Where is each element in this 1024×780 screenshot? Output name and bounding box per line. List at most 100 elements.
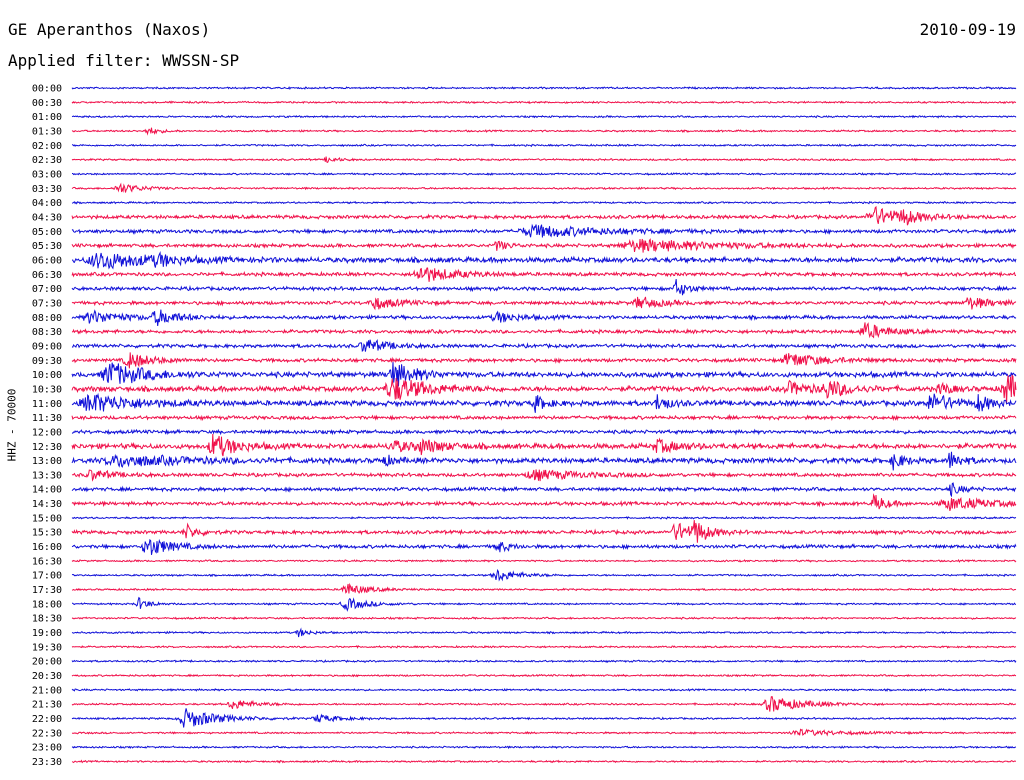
- seismic-trace: [71, 469, 1017, 482]
- seismic-trace: [71, 392, 1017, 413]
- seismic-trace: [71, 627, 1017, 638]
- time-tick-label: 03:30: [32, 184, 62, 195]
- seismic-trace: [71, 156, 1016, 164]
- seismic-trace: [71, 114, 1017, 119]
- seismic-trace: [71, 267, 1016, 282]
- time-tick-label: 13:00: [32, 456, 62, 467]
- seismic-trace: [71, 745, 1017, 750]
- time-tick-label: 07:30: [32, 298, 62, 309]
- time-tick-label: 21:00: [32, 685, 62, 696]
- time-tick-label: 22:00: [32, 714, 62, 725]
- seismic-trace: [71, 279, 1017, 296]
- seismic-trace: [71, 695, 1016, 712]
- time-tick-label: 17:30: [32, 585, 62, 596]
- time-tick-label: 05:30: [32, 241, 62, 252]
- time-tick-label: 02:30: [32, 155, 62, 166]
- seismic-trace: [71, 86, 1017, 90]
- time-tick-label: 03:00: [32, 169, 62, 180]
- seismic-trace: [71, 687, 1017, 692]
- time-tick-label: 01:30: [32, 126, 62, 137]
- time-tick-label: 06:30: [32, 270, 62, 281]
- time-tick-label: 14:30: [32, 499, 62, 510]
- seismic-trace: [71, 250, 1017, 270]
- seismic-trace: [71, 616, 1017, 621]
- time-tick-label: 22:30: [32, 728, 62, 739]
- time-tick-label: 15:00: [32, 513, 62, 524]
- seismic-trace: [71, 538, 1017, 555]
- seismic-trace: [71, 582, 1017, 595]
- seismic-trace: [71, 708, 1017, 728]
- seismic-trace: [71, 759, 1017, 764]
- time-tick-label: 19:30: [32, 642, 62, 653]
- time-tick-label: 17:00: [32, 571, 62, 582]
- time-tick-label: 10:30: [32, 384, 62, 395]
- time-tick-label: 18:00: [32, 599, 62, 610]
- seismic-trace: [71, 451, 1017, 471]
- time-tick-label: 08:00: [32, 313, 62, 324]
- time-tick-label: 11:00: [32, 399, 62, 410]
- seismic-trace: [72, 596, 1017, 612]
- seismic-trace: [71, 238, 1017, 253]
- time-tick-label: 10:00: [32, 370, 62, 381]
- time-tick-label: 05:00: [32, 227, 62, 238]
- seismic-trace: [71, 322, 1017, 339]
- seismic-trace: [71, 352, 1017, 369]
- seismic-trace: [71, 309, 1017, 326]
- seismic-trace: [71, 493, 1017, 512]
- time-tick-label: 23:00: [32, 743, 62, 754]
- time-tick-label: 12:00: [32, 427, 62, 438]
- time-tick-label: 12:30: [32, 442, 62, 453]
- seismic-trace: [71, 413, 1017, 422]
- time-tick-label: 01:00: [32, 112, 62, 123]
- time-tick-label: 16:30: [32, 556, 62, 567]
- time-tick-label: 19:00: [32, 628, 62, 639]
- seismic-trace: [71, 205, 1017, 226]
- seismic-trace: [71, 728, 1017, 737]
- time-tick-label: 16:00: [32, 542, 62, 553]
- time-tick-label: 00:00: [32, 84, 62, 95]
- seismic-trace: [71, 428, 1017, 436]
- time-tick-label: 09:00: [32, 341, 62, 352]
- time-tick-label: 04:00: [32, 198, 62, 209]
- time-tick-label: 21:30: [32, 700, 62, 711]
- seismic-trace: [71, 296, 1017, 311]
- time-tick-label: 06:00: [32, 255, 62, 266]
- seismic-trace: [71, 127, 1017, 136]
- time-tick-label: 13:30: [32, 470, 62, 481]
- time-tick-label: 11:30: [32, 413, 62, 424]
- seismic-trace: [71, 644, 1017, 649]
- seismic-trace: [71, 200, 1017, 205]
- seismic-trace: [71, 374, 1017, 404]
- time-tick-label: 07:00: [32, 284, 62, 295]
- time-tick-label: 15:30: [32, 528, 62, 539]
- seismic-trace: [71, 223, 1017, 238]
- time-tick-label: 18:30: [32, 614, 62, 625]
- time-tick-label: 09:30: [32, 356, 62, 367]
- seismic-trace: [71, 520, 1017, 543]
- seismic-trace: [71, 568, 1017, 582]
- time-tick-label: 02:00: [32, 141, 62, 152]
- date-label: 2010-09-19: [919, 20, 1016, 39]
- time-tick-label: 00:30: [32, 98, 62, 109]
- seismic-trace: [71, 433, 1017, 457]
- filter-label: Applied filter: WWSSN-SP: [8, 51, 240, 70]
- seismic-trace: [72, 143, 1017, 148]
- station-title: GE Aperanthos (Naxos): [8, 20, 211, 39]
- time-tick-label: 04:30: [32, 212, 62, 223]
- seismic-trace: [71, 362, 1017, 387]
- time-tick-label: 23:30: [32, 757, 62, 768]
- time-tick-label: 20:00: [32, 657, 62, 668]
- seismic-trace: [71, 482, 1017, 498]
- time-tick-label: 20:30: [32, 671, 62, 682]
- seismic-trace: [71, 659, 1017, 664]
- seismic-trace: [71, 673, 1017, 678]
- seismic-trace: [71, 100, 1017, 105]
- seismic-trace: [71, 182, 1017, 193]
- time-tick-label: 14:00: [32, 485, 62, 496]
- seismic-trace: [72, 172, 1017, 176]
- seismic-trace: [71, 515, 1017, 520]
- time-tick-label: 08:30: [32, 327, 62, 338]
- seismic-trace: [71, 339, 1017, 353]
- y-axis-label: HHZ - 70000: [5, 388, 19, 462]
